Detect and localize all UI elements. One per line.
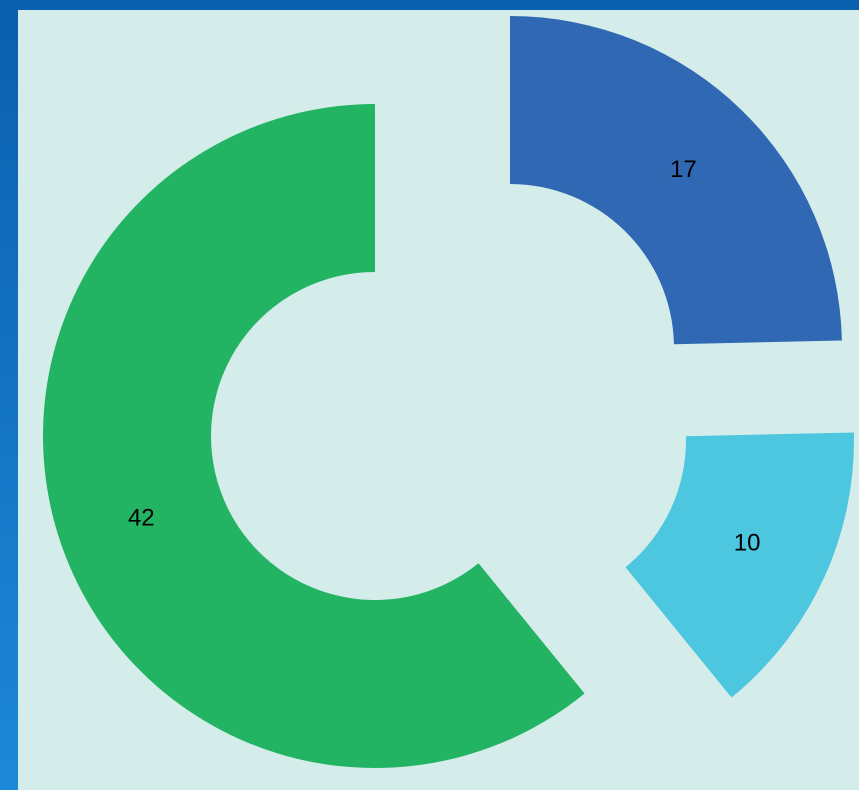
- donut-slice: [42, 103, 585, 768]
- data-label: 42: [128, 504, 155, 531]
- data-label: 10: [734, 529, 761, 556]
- donut-slice: [625, 432, 855, 698]
- donut: 17 10 42: [42, 16, 855, 768]
- donut-slice: [510, 16, 842, 345]
- data-label: 17: [670, 156, 697, 183]
